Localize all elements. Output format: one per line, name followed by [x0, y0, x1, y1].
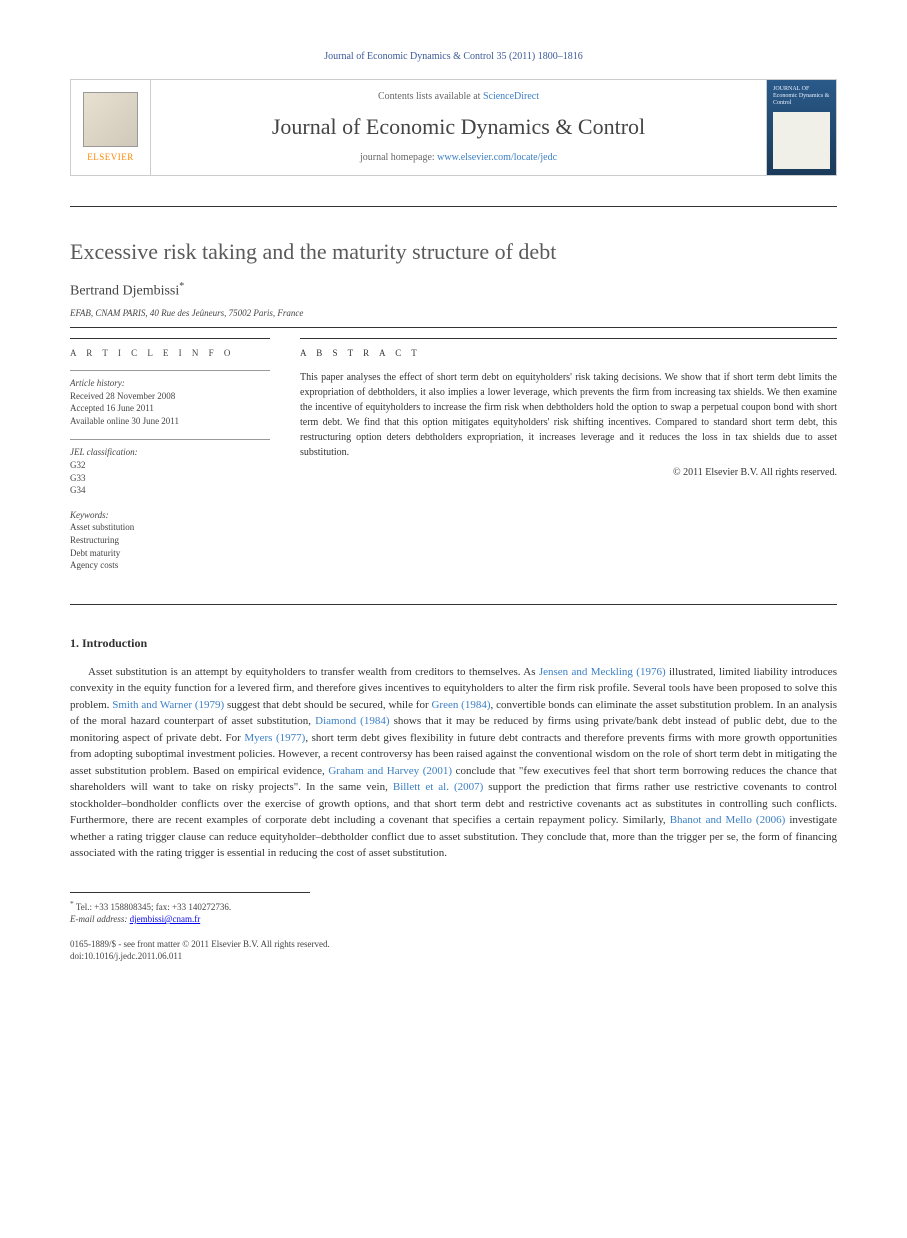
homepage-line: journal homepage: www.elsevier.com/locat… — [171, 151, 746, 165]
keyword: Agency costs — [70, 559, 270, 572]
article-history-block: Article history: Received 28 November 20… — [70, 370, 270, 427]
cover-thumb-body — [773, 112, 830, 169]
page-footer: 0165-1889/$ - see front matter © 2011 El… — [70, 938, 837, 963]
keywords-label: Keywords: — [70, 509, 270, 522]
citation-link[interactable]: Jensen and Meckling (1976) — [539, 666, 666, 678]
section-1-heading: 1. Introduction — [70, 635, 837, 652]
journal-name: Journal of Economic Dynamics & Control — [171, 112, 746, 143]
jel-code: G32 — [70, 459, 270, 472]
author-name: Bertrand Djembissi — [70, 283, 179, 298]
journal-cover-thumbnail: JOURNAL OF Economic Dynamics & Control — [766, 80, 836, 175]
citation-link[interactable]: Smith and Warner (1979) — [112, 699, 224, 711]
author: Bertrand Djembissi* — [70, 280, 837, 301]
accepted-date: Accepted 16 June 2011 — [70, 402, 270, 415]
author-marker: * — [179, 281, 184, 292]
intro-paragraph: Asset substitution is an attempt by equi… — [70, 664, 837, 862]
cover-thumb-title: JOURNAL OF Economic Dynamics & Control — [773, 86, 830, 108]
corresponding-author-footnote: * Tel.: +33 158808345; fax: +33 14027273… — [70, 892, 310, 926]
footnote-tel: Tel.: +33 158808345; fax: +33 140272736. — [76, 902, 231, 912]
sciencedirect-link[interactable]: ScienceDirect — [483, 91, 539, 102]
homepage-prefix: journal homepage: — [360, 152, 437, 163]
jel-block: JEL classification: G32 G33 G34 — [70, 439, 270, 496]
author-email-link[interactable]: djembissi@cnam.fr — [130, 914, 201, 924]
citation-link[interactable]: Diamond (1984) — [315, 715, 389, 727]
body-text: Asset substitution is an attempt by equi… — [88, 666, 539, 678]
keywords-block: Keywords: Asset substitution Restructuri… — [70, 509, 270, 572]
elsevier-logo-block: ELSEVIER — [71, 80, 151, 175]
citation-link[interactable]: Bhanot and Mello (2006) — [670, 814, 786, 826]
affiliation: EFAB, CNAM PARIS, 40 Rue des Jeûneurs, 7… — [70, 307, 837, 329]
keyword: Debt maturity — [70, 547, 270, 560]
journal-center: Contents lists available at ScienceDirec… — [151, 80, 766, 175]
article-info-column: A R T I C L E I N F O Article history: R… — [70, 338, 270, 583]
citation-link[interactable]: Graham and Harvey (2001) — [328, 765, 452, 777]
citation-link[interactable]: Green (1984) — [431, 699, 490, 711]
jel-code: G34 — [70, 484, 270, 497]
contents-line: Contents lists available at ScienceDirec… — [171, 90, 746, 104]
abstract-copyright: © 2011 Elsevier B.V. All rights reserved… — [300, 466, 837, 480]
body-text: suggest that debt should be secured, whi… — [224, 699, 431, 711]
contents-prefix: Contents lists available at — [378, 91, 483, 102]
homepage-link[interactable]: www.elsevier.com/locate/jedc — [437, 152, 557, 163]
jel-label: JEL classification: — [70, 446, 270, 459]
keyword: Asset substitution — [70, 521, 270, 534]
journal-reference: Journal of Economic Dynamics & Control 3… — [70, 50, 837, 64]
abstract-heading: A B S T R A C T — [300, 347, 837, 360]
article-title: Excessive risk taking and the maturity s… — [70, 206, 837, 268]
online-date: Available online 30 June 2011 — [70, 415, 270, 428]
citation-link[interactable]: Myers (1977) — [244, 732, 305, 744]
abstract-column: A B S T R A C T This paper analyses the … — [300, 338, 837, 583]
keyword: Restructuring — [70, 534, 270, 547]
received-date: Received 28 November 2008 — [70, 390, 270, 403]
jel-code: G33 — [70, 472, 270, 485]
abstract-text: This paper analyses the effect of short … — [300, 370, 837, 460]
journal-header: ELSEVIER Contents lists available at Sci… — [70, 79, 837, 176]
article-info-heading: A R T I C L E I N F O — [70, 347, 270, 360]
email-label: E-mail address: — [70, 914, 127, 924]
elsevier-tree-icon — [83, 92, 138, 147]
elsevier-label: ELSEVIER — [87, 151, 134, 164]
footnote-marker: * — [70, 899, 74, 908]
history-label: Article history: — [70, 377, 270, 390]
citation-link[interactable]: Billett et al. (2007) — [393, 781, 483, 793]
doi: doi:10.1016/j.jedc.2011.06.011 — [70, 950, 837, 963]
issn-line: 0165-1889/$ - see front matter © 2011 El… — [70, 938, 837, 951]
